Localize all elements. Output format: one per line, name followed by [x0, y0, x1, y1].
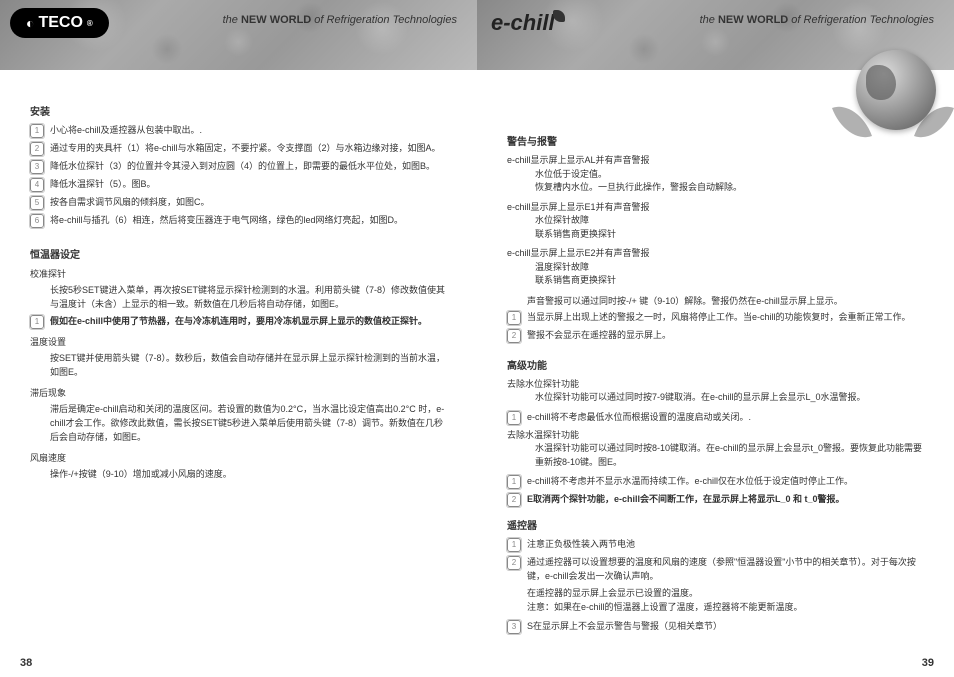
fan-text: 操作-/+按键（9-10）增加或减小风扇的速度。 — [50, 467, 447, 481]
alarm-n2: 2 — [507, 329, 521, 343]
rc-2: 2 — [507, 556, 521, 570]
alarm-e1: e-chill显示屏上显示E1并有声音警报 水位探针故障 联系销售商更换探针 — [507, 201, 924, 242]
logo-text: TECO — [38, 14, 82, 32]
globe-graphic — [838, 40, 948, 150]
alarm-al: e-chill显示屏上显示AL并有声音警报 水位低于设定值。 恢复槽内水位。一旦… — [507, 154, 924, 195]
logo-icon: ◐ — [26, 15, 34, 31]
badge-4: 4 — [30, 178, 44, 192]
badge-2: 2 — [30, 142, 44, 156]
hyst-text: 滞后是确定e-chill启动和关闭的温度区间。若设置的数值为0.2°C，当水温比… — [50, 402, 447, 445]
rc-display: 在遥控器的显示屏上会显示已设置的温度。 注意：如果在e-chill的恒温器上设置… — [527, 587, 924, 614]
rc-1: 1 — [507, 538, 521, 552]
header-left: ◐ TECO ® the NEW WORLD of Refrigeration … — [0, 0, 477, 70]
alarm-e2: e-chill显示屏上显示E2并有声音警报 温度探针故障 联系销售商更换探针 — [507, 247, 924, 288]
alarm-n1: 1 — [507, 311, 521, 325]
temp-text: 按SET键并使用箭头键（7-8）。数秒后，数值会自动存储并在显示屏上显示探针检测… — [50, 351, 447, 380]
section-adv: 高级功能 — [507, 357, 924, 372]
note-1: 1 — [30, 315, 44, 329]
reg-mark: ® — [87, 19, 93, 28]
sub-hyst: 滞后现象 — [30, 386, 447, 399]
adv-n3: 2 — [507, 493, 521, 507]
page-left: ◐ TECO ® the NEW WORLD of Refrigeration … — [0, 0, 477, 677]
calib-text: 长按5秒SET键进入菜单，再次按SET键将显示探针检测到的水温。利用箭头键（7-… — [50, 283, 447, 312]
teco-logo: ◐ TECO ® — [10, 8, 109, 38]
page-num-right: 39 — [922, 657, 934, 669]
section-install: 安装 — [30, 103, 447, 118]
adv-n2: 1 — [507, 475, 521, 489]
section-remote: 遥控器 — [507, 517, 924, 532]
adv-n1: 1 — [507, 411, 521, 425]
section-thermo: 恒温器设定 — [30, 246, 447, 261]
echill-logo: e-chill — [491, 10, 565, 36]
tagline-right: the NEW WORLD of Refrigeration Technolog… — [700, 14, 934, 26]
sub-calib: 校准探针 — [30, 267, 447, 280]
badge-1: 1 — [30, 124, 44, 138]
adv-temp: 去除水温探针功能 水温探针功能可以通过同时按8-10键取消。在e-chill的显… — [507, 429, 924, 470]
content-left: 安装 1小心将e-chill及遥控器从包装中取出。. 2通过专用的夹具杆（1）将… — [0, 70, 477, 677]
badge-3: 3 — [30, 160, 44, 174]
page-right: e-chill the NEW WORLD of Refrigeration T… — [477, 0, 954, 677]
install-list: 1小心将e-chill及遥控器从包装中取出。. 2通过专用的夹具杆（1）将e-c… — [30, 124, 447, 228]
sub-temp: 温度设置 — [30, 335, 447, 348]
adv-level: 去除水位探针功能 水位探针功能可以通过同时按7-9键取消。在e-chill的显示… — [507, 378, 924, 405]
alarm-dismiss: 声音警报可以通过同时按-/+ 键（9-10）解除。警报仍然在e-chill显示屏… — [527, 294, 924, 308]
rc-3: 3 — [507, 620, 521, 634]
badge-5: 5 — [30, 196, 44, 210]
sub-fan: 风扇速度 — [30, 451, 447, 464]
badge-6: 6 — [30, 214, 44, 228]
content-right: 警告与报警 e-chill显示屏上显示AL并有声音警报 水位低于设定值。 恢复槽… — [477, 70, 954, 677]
page-num-left: 38 — [20, 657, 32, 669]
tagline-left: the NEW WORLD of Refrigeration Technolog… — [223, 14, 457, 26]
